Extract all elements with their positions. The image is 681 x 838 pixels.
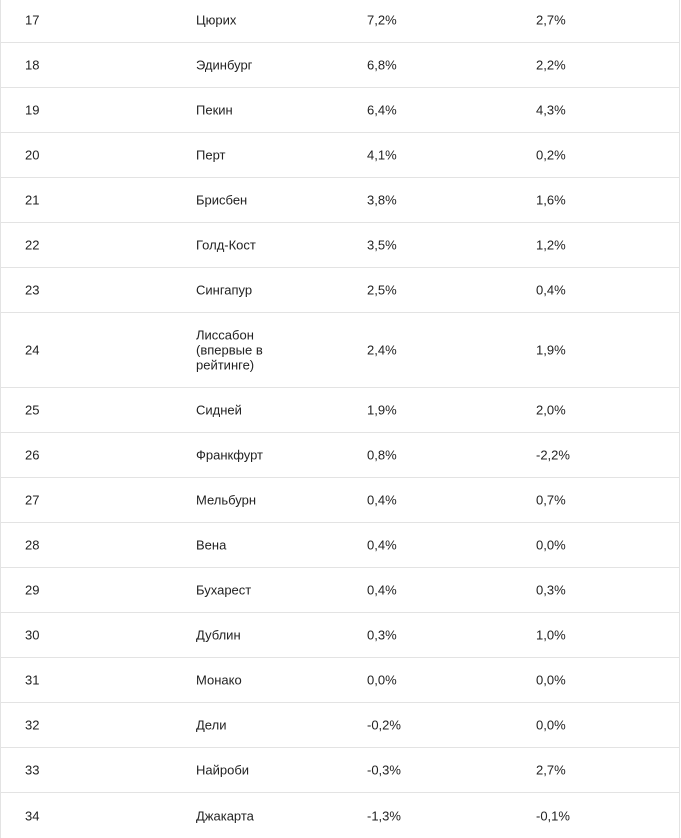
value-cell-2: 1,6%: [536, 192, 566, 208]
table-row: 30 Дублин 0,3% 1,0%: [1, 613, 679, 658]
rank-cell: 26: [25, 447, 40, 463]
rank-cell: 34: [25, 808, 40, 823]
value-cell-2: 0,3%: [536, 582, 566, 598]
value-cell-2: 1,9%: [536, 342, 566, 358]
value-cell-1: 0,4%: [367, 582, 397, 598]
value-cell-1: 3,8%: [367, 192, 397, 208]
rank-cell: 27: [25, 492, 40, 508]
value-cell-1: -0,3%: [367, 762, 401, 778]
table-row: 20 Перт 4,1% 0,2%: [1, 133, 679, 178]
city-cell: Бухарест: [196, 582, 252, 598]
value-cell-2: -2,2%: [536, 447, 570, 463]
value-cell-1: -1,3%: [367, 808, 401, 823]
table-row: 18 Эдинбург 6,8% 2,2%: [1, 43, 679, 88]
rank-cell: 20: [25, 147, 40, 163]
city-cell: Брисбен: [196, 192, 248, 208]
value-cell-2: 0,4%: [536, 282, 566, 298]
table-row: 31 Монако 0,0% 0,0%: [1, 658, 679, 703]
city-cell: Перт: [196, 147, 226, 163]
table-row: 26 Франкфурт 0,8% -2,2%: [1, 433, 679, 478]
value-cell-1: 7,2%: [367, 12, 397, 27]
value-cell-2: 0,0%: [536, 537, 566, 553]
city-cell: Сидней: [196, 402, 242, 418]
value-cell-1: 0,0%: [367, 672, 397, 688]
city-cell: Сингапур: [196, 282, 253, 298]
value-cell-2: 1,0%: [536, 627, 566, 643]
rank-cell: 18: [25, 57, 40, 73]
table-row: 27 Мельбурн 0,4% 0,7%: [1, 478, 679, 523]
table-row: 21 Брисбен 3,8% 1,6%: [1, 178, 679, 223]
value-cell-2: 1,2%: [536, 237, 566, 253]
value-cell-2: 4,3%: [536, 102, 566, 118]
rank-cell: 24: [25, 342, 40, 358]
value-cell-1: 1,9%: [367, 402, 397, 418]
city-cell: Монако: [196, 672, 242, 688]
rank-cell: 19: [25, 102, 40, 118]
value-cell-1: 0,3%: [367, 627, 397, 643]
table-row: 33 Найроби -0,3% 2,7%: [1, 748, 679, 793]
rank-cell: 33: [25, 762, 40, 778]
value-cell-1: 0,8%: [367, 447, 397, 463]
city-cell: Вена: [196, 537, 227, 553]
table-row: 24 Лиссабон (впервые в рейтинге) 2,4% 1,…: [1, 313, 679, 388]
city-cell: Эдинбург: [196, 57, 253, 73]
value-cell-1: 4,1%: [367, 147, 397, 163]
value-cell-2: -0,1%: [536, 808, 570, 823]
rank-cell: 22: [25, 237, 40, 253]
value-cell-2: 2,7%: [536, 762, 566, 778]
table-row: 25 Сидней 1,9% 2,0%: [1, 388, 679, 433]
city-cell: Лиссабон (впервые в рейтинге): [196, 327, 263, 373]
value-cell-1: 2,4%: [367, 342, 397, 358]
value-cell-1: -0,2%: [367, 717, 401, 733]
rank-cell: 30: [25, 627, 40, 643]
value-cell-1: 6,4%: [367, 102, 397, 118]
table-row: 32 Дели -0,2% 0,0%: [1, 703, 679, 748]
table-row: 23 Сингапур 2,5% 0,4%: [1, 268, 679, 313]
rank-cell: 31: [25, 672, 40, 688]
value-cell-2: 0,7%: [536, 492, 566, 508]
value-cell-1: 2,5%: [367, 282, 397, 298]
rank-cell: 21: [25, 192, 40, 208]
rank-cell: 17: [25, 12, 40, 27]
table-row: 34 Джакарта -1,3% -0,1%: [1, 793, 679, 838]
rank-cell: 23: [25, 282, 40, 298]
table-row: 19 Пекин 6,4% 4,3%: [1, 88, 679, 133]
rank-cell: 29: [25, 582, 40, 598]
city-cell: Мельбурн: [196, 492, 257, 508]
city-cell: Пекин: [196, 102, 233, 118]
city-cell: Голд-Кост: [196, 237, 256, 253]
table-row: 28 Вена 0,4% 0,0%: [1, 523, 679, 568]
table-row: 22 Голд-Кост 3,5% 1,2%: [1, 223, 679, 268]
city-cell: Цюрих: [196, 12, 237, 27]
rank-cell: 28: [25, 537, 40, 553]
value-cell-1: 6,8%: [367, 57, 397, 73]
value-cell-1: 0,4%: [367, 537, 397, 553]
city-cell: Франкфурт: [196, 447, 264, 463]
rank-cell: 25: [25, 402, 40, 418]
city-cell: Дублин: [196, 627, 241, 643]
value-cell-2: 2,0%: [536, 402, 566, 418]
value-cell-1: 3,5%: [367, 237, 397, 253]
city-cell: Дели: [196, 717, 227, 733]
value-cell-1: 0,4%: [367, 492, 397, 508]
rank-cell: 32: [25, 717, 40, 733]
value-cell-2: 0,0%: [536, 672, 566, 688]
value-cell-2: 2,7%: [536, 12, 566, 27]
city-cell: Найроби: [196, 762, 250, 778]
value-cell-2: 0,2%: [536, 147, 566, 163]
value-cell-2: 0,0%: [536, 717, 566, 733]
value-cell-2: 2,2%: [536, 57, 566, 73]
table-row: 29 Бухарест 0,4% 0,3%: [1, 568, 679, 613]
table-row: 17 Цюрих 7,2% 2,7%: [1, 0, 679, 43]
city-cell: Джакарта: [196, 808, 254, 823]
